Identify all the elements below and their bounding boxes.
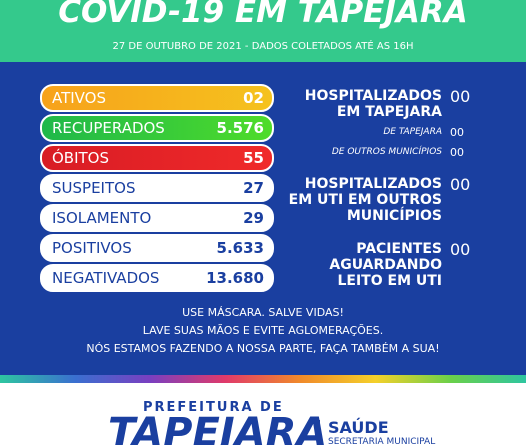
- stat-label: POSITIVOS: [52, 239, 132, 257]
- hospital-label: HOSPITALIZADOS EM TAPEJARA: [304, 88, 442, 120]
- stat-pill: ISOLAMENTO 29: [40, 204, 274, 232]
- message: USE MÁSCARA. SALVE VIDAS!: [182, 306, 344, 319]
- hospital-label: HOSPITALIZADOS EM UTI EM OUTROS MUNICÍPI…: [288, 176, 442, 224]
- stat-value: 27: [243, 179, 264, 197]
- message: LAVE SUAS MÃOS E EVITE AGLOMERAÇÕES.: [142, 324, 384, 337]
- header-band: [0, 0, 526, 62]
- stat-label: ÓBITOS: [52, 149, 110, 167]
- stat-value: 29: [243, 209, 264, 227]
- hospital-value: 00: [450, 146, 464, 159]
- stat-value: 5.576: [216, 119, 264, 137]
- rainbow-strip: [0, 375, 526, 383]
- message: NÓS ESTAMOS FAZENDO A NOSSA PARTE, FAÇA …: [86, 342, 440, 355]
- hospital-value: 00: [450, 175, 471, 194]
- hospital-value: 00: [450, 240, 471, 259]
- title: COVID-19 EM TAPEJARA: [58, 0, 468, 30]
- stat-value: 13.680: [206, 269, 264, 287]
- stat-pill: ATIVOS 02: [40, 84, 274, 112]
- stat-label: ISOLAMENTO: [52, 209, 152, 227]
- stat-pill: ÓBITOS 55: [40, 144, 274, 172]
- stat-value: 55: [243, 149, 264, 167]
- stat-label: RECUPERADOS: [52, 119, 165, 137]
- stat-pill: SUSPEITOS 27: [40, 174, 274, 202]
- hospital-label: PACIENTES AGUARDANDO LEITO EM UTI: [329, 241, 442, 289]
- hospital-label: DE TAPEJARA: [383, 127, 442, 137]
- subtitle: 27 DE OUTUBRO DE 2021 - DADOS COLETADOS …: [112, 41, 414, 52]
- hospital-value: 00: [450, 87, 471, 106]
- hospital-label: DE OUTROS MUNICÍPIOS: [331, 147, 442, 157]
- stat-value: 5.633: [216, 239, 264, 257]
- stat-pill: RECUPERADOS 5.576: [40, 114, 274, 142]
- footer-city: TAPEJARA: [108, 410, 328, 445]
- footer-prefix: PREFEITURA DE: [143, 400, 284, 415]
- stat-label: NEGATIVADOS: [52, 269, 160, 287]
- divider: [318, 420, 320, 445]
- stat-label: SUSPEITOS: [52, 179, 136, 197]
- footer-dept-sub: SECRETARIA MUNICIPAL: [328, 437, 436, 445]
- stat-label: ATIVOS: [52, 89, 107, 107]
- stat-value: 02: [243, 89, 264, 107]
- footer-dept: SAÚDE: [328, 418, 389, 437]
- stat-pill: POSITIVOS 5.633: [40, 234, 274, 262]
- hospital-value: 00: [450, 126, 464, 139]
- stat-pill: NEGATIVADOS 13.680: [40, 264, 274, 292]
